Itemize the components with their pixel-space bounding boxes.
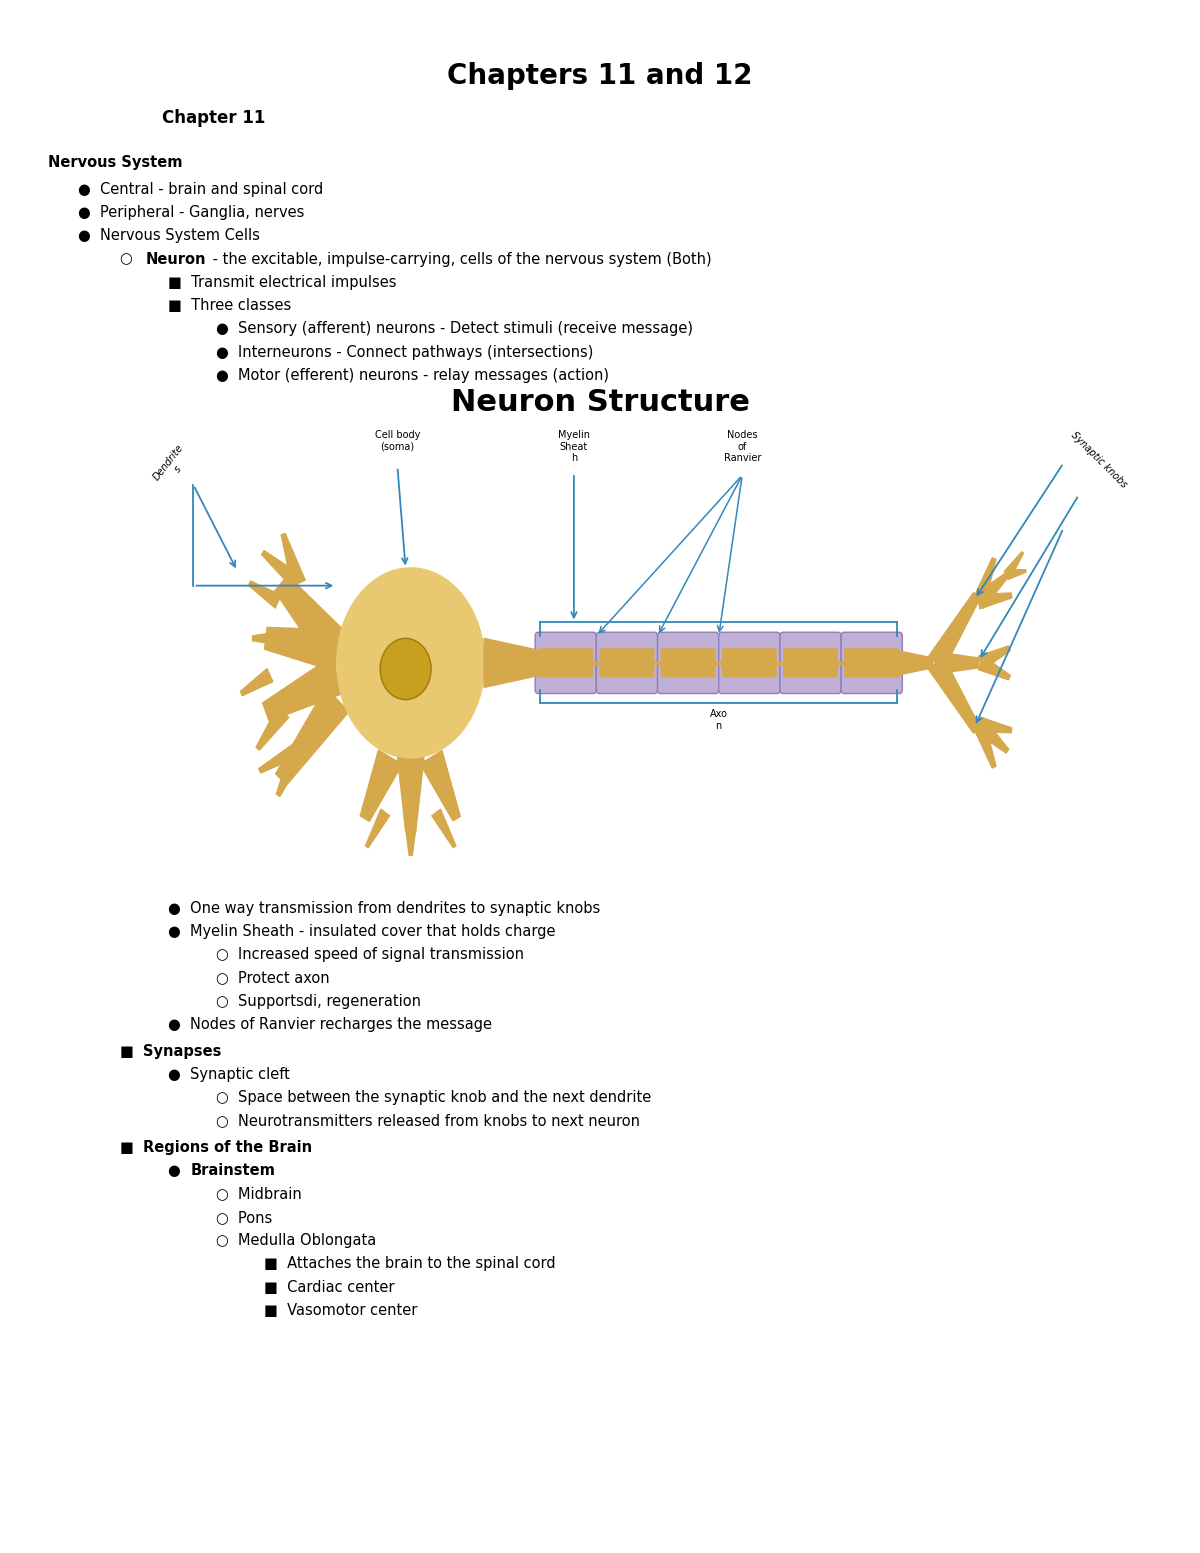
Text: ○  Midbrain: ○ Midbrain <box>216 1186 301 1202</box>
Polygon shape <box>936 652 979 674</box>
Polygon shape <box>264 627 340 671</box>
Text: Cell body
(soma): Cell body (soma) <box>374 430 420 452</box>
Text: ○  Medulla Oblongata: ○ Medulla Oblongata <box>216 1233 377 1249</box>
Polygon shape <box>974 717 1009 753</box>
Polygon shape <box>432 809 456 848</box>
Polygon shape <box>973 721 996 769</box>
FancyBboxPatch shape <box>535 632 596 694</box>
Ellipse shape <box>337 568 485 758</box>
Text: ●  Nervous System Cells: ● Nervous System Cells <box>78 228 260 244</box>
Polygon shape <box>1007 570 1026 579</box>
Text: ●  Motor (efferent) neurons - relay messages (action): ● Motor (efferent) neurons - relay messa… <box>216 368 610 384</box>
Text: Nodes
of
Ranvier: Nodes of Ranvier <box>724 430 761 463</box>
Polygon shape <box>360 750 402 822</box>
Polygon shape <box>1004 551 1024 578</box>
Polygon shape <box>262 551 302 590</box>
Text: ■  Cardiac center: ■ Cardiac center <box>264 1280 395 1295</box>
Polygon shape <box>978 593 1012 609</box>
FancyBboxPatch shape <box>600 648 654 677</box>
FancyBboxPatch shape <box>719 632 780 694</box>
Polygon shape <box>276 745 305 797</box>
FancyBboxPatch shape <box>658 632 719 694</box>
Text: ●  Interneurons - Connect pathways (intersections): ● Interneurons - Connect pathways (inter… <box>216 345 593 360</box>
Text: ●  Sensory (afferent) neurons - Detect stimuli (receive message): ● Sensory (afferent) neurons - Detect st… <box>216 321 694 337</box>
FancyBboxPatch shape <box>539 648 593 677</box>
Text: ●  Synaptic cleft: ● Synaptic cleft <box>168 1067 290 1082</box>
Text: ●  Myelin Sheath - insulated cover that holds charge: ● Myelin Sheath - insulated cover that h… <box>168 924 556 940</box>
FancyBboxPatch shape <box>841 632 902 694</box>
Text: Brainstem: Brainstem <box>191 1163 276 1179</box>
Polygon shape <box>248 581 281 609</box>
Text: ■  Attaches the brain to the spinal cord: ■ Attaches the brain to the spinal cord <box>264 1256 556 1272</box>
Text: Myelin
Sheat
h: Myelin Sheat h <box>558 430 590 463</box>
Text: Nervous System: Nervous System <box>48 155 182 171</box>
Polygon shape <box>484 638 540 688</box>
Text: ■: ■ <box>120 1044 143 1059</box>
Polygon shape <box>974 573 1009 609</box>
Text: Chapters 11 and 12: Chapters 11 and 12 <box>448 62 752 90</box>
FancyBboxPatch shape <box>722 648 776 677</box>
Text: Neuron: Neuron <box>145 252 205 267</box>
Polygon shape <box>929 657 980 733</box>
Polygon shape <box>978 717 1012 733</box>
Polygon shape <box>973 558 996 604</box>
Text: ●: ● <box>168 1163 190 1179</box>
Text: ○: ○ <box>120 252 142 267</box>
Polygon shape <box>256 707 289 750</box>
Text: - the excitable, impulse-carrying, cells of the nervous system (Both): - the excitable, impulse-carrying, cells… <box>208 252 712 267</box>
Polygon shape <box>276 688 349 784</box>
Text: ○  Supportsdi, regeneration: ○ Supportsdi, regeneration <box>216 994 421 1009</box>
Text: ○  Neurotransmitters released from knobs to next neuron: ○ Neurotransmitters released from knobs … <box>216 1114 640 1129</box>
Text: ■  Vasomotor center: ■ Vasomotor center <box>264 1303 418 1318</box>
Text: ●  Nodes of Ranvier recharges the message: ● Nodes of Ranvier recharges the message <box>168 1017 492 1033</box>
Text: Neuron Structure: Neuron Structure <box>450 388 750 418</box>
Text: Dendrite
s: Dendrite s <box>151 443 194 489</box>
FancyBboxPatch shape <box>596 632 658 694</box>
Text: ●  Central - brain and spinal cord: ● Central - brain and spinal cord <box>78 182 323 197</box>
Text: Axo
n: Axo n <box>709 710 727 731</box>
Ellipse shape <box>380 638 431 700</box>
FancyBboxPatch shape <box>784 648 838 677</box>
Polygon shape <box>929 593 980 669</box>
FancyBboxPatch shape <box>661 648 715 677</box>
Polygon shape <box>898 651 932 676</box>
Text: ■  Transmit electrical impulses: ■ Transmit electrical impulses <box>168 275 396 290</box>
Text: ■: ■ <box>120 1140 143 1155</box>
Polygon shape <box>366 809 390 848</box>
Text: ●  Peripheral - Ganglia, nerves: ● Peripheral - Ganglia, nerves <box>78 205 305 221</box>
Polygon shape <box>281 533 305 585</box>
Text: ○  Increased speed of signal transmission: ○ Increased speed of signal transmission <box>216 947 524 963</box>
Text: Synaptic knobs: Synaptic knobs <box>1069 430 1129 489</box>
Polygon shape <box>397 758 424 831</box>
Polygon shape <box>253 631 283 646</box>
Text: ○  Protect axon: ○ Protect axon <box>216 971 330 986</box>
Text: ●  One way transmission from dendrites to synaptic knobs: ● One way transmission from dendrites to… <box>168 901 600 916</box>
Polygon shape <box>240 669 272 696</box>
Text: Chapter 11: Chapter 11 <box>162 109 265 127</box>
FancyBboxPatch shape <box>780 632 841 694</box>
Polygon shape <box>259 742 301 773</box>
Polygon shape <box>978 655 1010 680</box>
Text: Synapses: Synapses <box>143 1044 221 1059</box>
Text: Regions of the Brain: Regions of the Brain <box>143 1140 312 1155</box>
Polygon shape <box>263 657 343 721</box>
Text: ○  Pons: ○ Pons <box>216 1210 272 1225</box>
Text: ■  Three classes: ■ Three classes <box>168 298 292 314</box>
Polygon shape <box>406 828 416 856</box>
FancyBboxPatch shape <box>845 648 899 677</box>
Polygon shape <box>978 646 1010 669</box>
Polygon shape <box>420 750 461 822</box>
Text: ○  Space between the synaptic knob and the next dendrite: ○ Space between the synaptic knob and th… <box>216 1090 652 1106</box>
Polygon shape <box>275 576 349 665</box>
